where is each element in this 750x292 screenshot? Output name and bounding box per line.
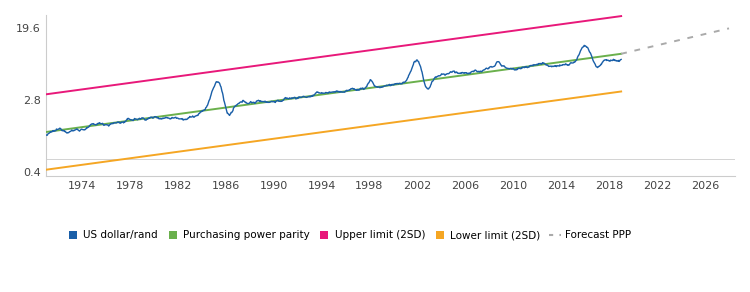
- Legend: US dollar/rand, Purchasing power parity, Upper limit (2SD), Lower limit (2SD), F: US dollar/rand, Purchasing power parity,…: [62, 226, 636, 244]
